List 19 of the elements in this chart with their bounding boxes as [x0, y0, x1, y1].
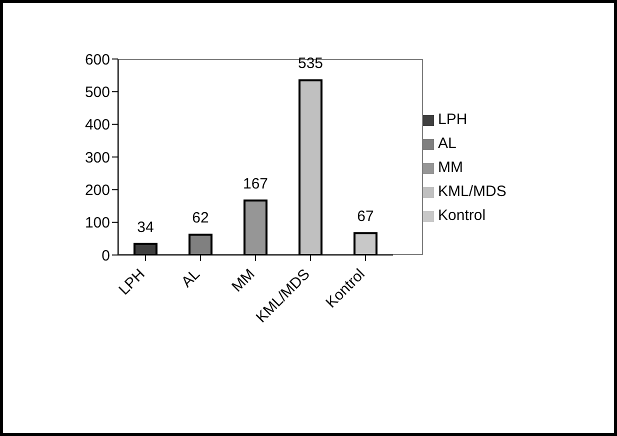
y-tick-label: 100 — [84, 214, 110, 232]
data-label: 167 — [242, 175, 268, 192]
legend-label: Kontrol — [438, 207, 486, 224]
y-tick-label: 300 — [84, 149, 110, 166]
data-label: 34 — [137, 218, 154, 236]
x-tick-label: AL — [178, 266, 204, 291]
y-tick-label: 600 — [84, 51, 110, 68]
data-label: 67 — [357, 208, 374, 226]
legend-label: LPH — [438, 111, 468, 128]
x-tick-label: MM — [228, 266, 258, 296]
legend-label: MM — [438, 159, 463, 176]
y-tick-label: 500 — [84, 84, 110, 101]
y-tick-label: 0 — [102, 247, 110, 264]
y-tick-label: 200 — [84, 182, 110, 199]
y-tick-label: 400 — [84, 116, 110, 134]
legend-label: AL — [438, 135, 456, 152]
legend-label: KML/MDS — [438, 183, 506, 200]
data-label: 535 — [298, 55, 324, 72]
data-label: 62 — [192, 210, 209, 227]
